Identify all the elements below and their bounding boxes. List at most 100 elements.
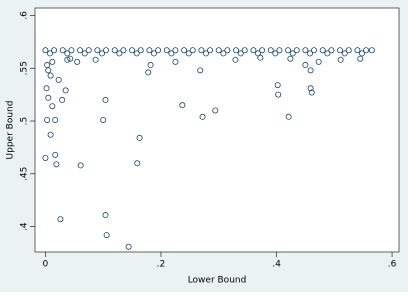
point <box>337 56 344 63</box>
y-tick-label: .55 <box>20 61 30 75</box>
point <box>137 47 144 54</box>
point <box>151 50 158 57</box>
point <box>189 47 196 54</box>
point <box>307 85 314 92</box>
point <box>315 58 322 65</box>
point <box>67 55 74 62</box>
point <box>145 69 152 76</box>
point <box>85 47 92 54</box>
point <box>255 50 262 57</box>
point <box>203 50 210 57</box>
point <box>250 47 257 54</box>
point <box>172 47 179 54</box>
point <box>120 47 127 54</box>
y-tick-label: .6 <box>20 11 30 20</box>
point <box>81 50 88 57</box>
point <box>341 50 348 57</box>
point <box>163 47 170 54</box>
point <box>308 89 315 96</box>
point <box>172 58 179 65</box>
point <box>45 94 52 101</box>
point <box>357 55 364 62</box>
point <box>102 212 109 219</box>
point <box>77 162 84 169</box>
x-tick-label: .6 <box>388 260 397 270</box>
point <box>302 47 309 54</box>
point <box>57 216 64 223</box>
point <box>103 47 110 54</box>
point <box>125 243 132 250</box>
point <box>44 116 51 123</box>
point <box>285 113 292 120</box>
y-tick-label: .5 <box>20 117 30 126</box>
point <box>274 82 281 89</box>
point <box>197 67 204 74</box>
point <box>52 116 59 123</box>
y-tick-label: .45 <box>20 167 30 181</box>
point <box>42 47 49 54</box>
point <box>99 50 106 57</box>
point <box>129 47 136 54</box>
point <box>232 56 239 63</box>
point <box>146 47 153 54</box>
point <box>92 56 99 63</box>
point <box>42 154 49 161</box>
point <box>241 47 248 54</box>
point <box>133 50 140 57</box>
point <box>94 47 101 54</box>
point <box>168 50 175 57</box>
point <box>44 62 51 69</box>
point <box>267 47 274 54</box>
point <box>116 50 123 57</box>
point <box>287 55 294 62</box>
point <box>64 50 71 57</box>
point <box>319 47 326 54</box>
point <box>53 161 60 168</box>
point <box>49 58 56 65</box>
point <box>134 160 141 167</box>
point <box>307 67 314 74</box>
x-tick-label: .2 <box>157 260 166 270</box>
x-axis-title: Lower Bound <box>188 276 247 286</box>
point <box>368 47 375 54</box>
point <box>289 50 296 57</box>
point <box>102 96 109 103</box>
point <box>64 56 71 63</box>
point <box>363 47 370 54</box>
point <box>74 58 81 65</box>
point <box>237 50 244 57</box>
point <box>293 47 300 54</box>
point <box>51 47 58 54</box>
point <box>47 131 54 138</box>
point <box>354 47 361 54</box>
point <box>136 134 143 141</box>
x-tick-label: 0 <box>43 260 49 270</box>
point <box>359 50 366 57</box>
point <box>155 47 162 54</box>
point <box>212 107 219 114</box>
point <box>59 47 66 54</box>
x-tick-label: .4 <box>272 260 281 270</box>
point <box>307 50 314 57</box>
point <box>276 47 283 54</box>
point <box>198 47 205 54</box>
point <box>68 47 75 54</box>
plot-area <box>34 7 400 253</box>
point <box>49 103 56 110</box>
point <box>233 47 240 54</box>
point <box>311 47 318 54</box>
point <box>185 50 192 57</box>
point <box>111 47 118 54</box>
point <box>199 113 206 120</box>
point <box>103 232 110 239</box>
point <box>285 47 292 54</box>
point <box>55 76 62 83</box>
point <box>224 47 231 54</box>
point <box>272 50 279 57</box>
point <box>47 50 54 57</box>
point <box>324 50 331 57</box>
point <box>59 96 66 103</box>
point <box>345 47 352 54</box>
point <box>337 47 344 54</box>
